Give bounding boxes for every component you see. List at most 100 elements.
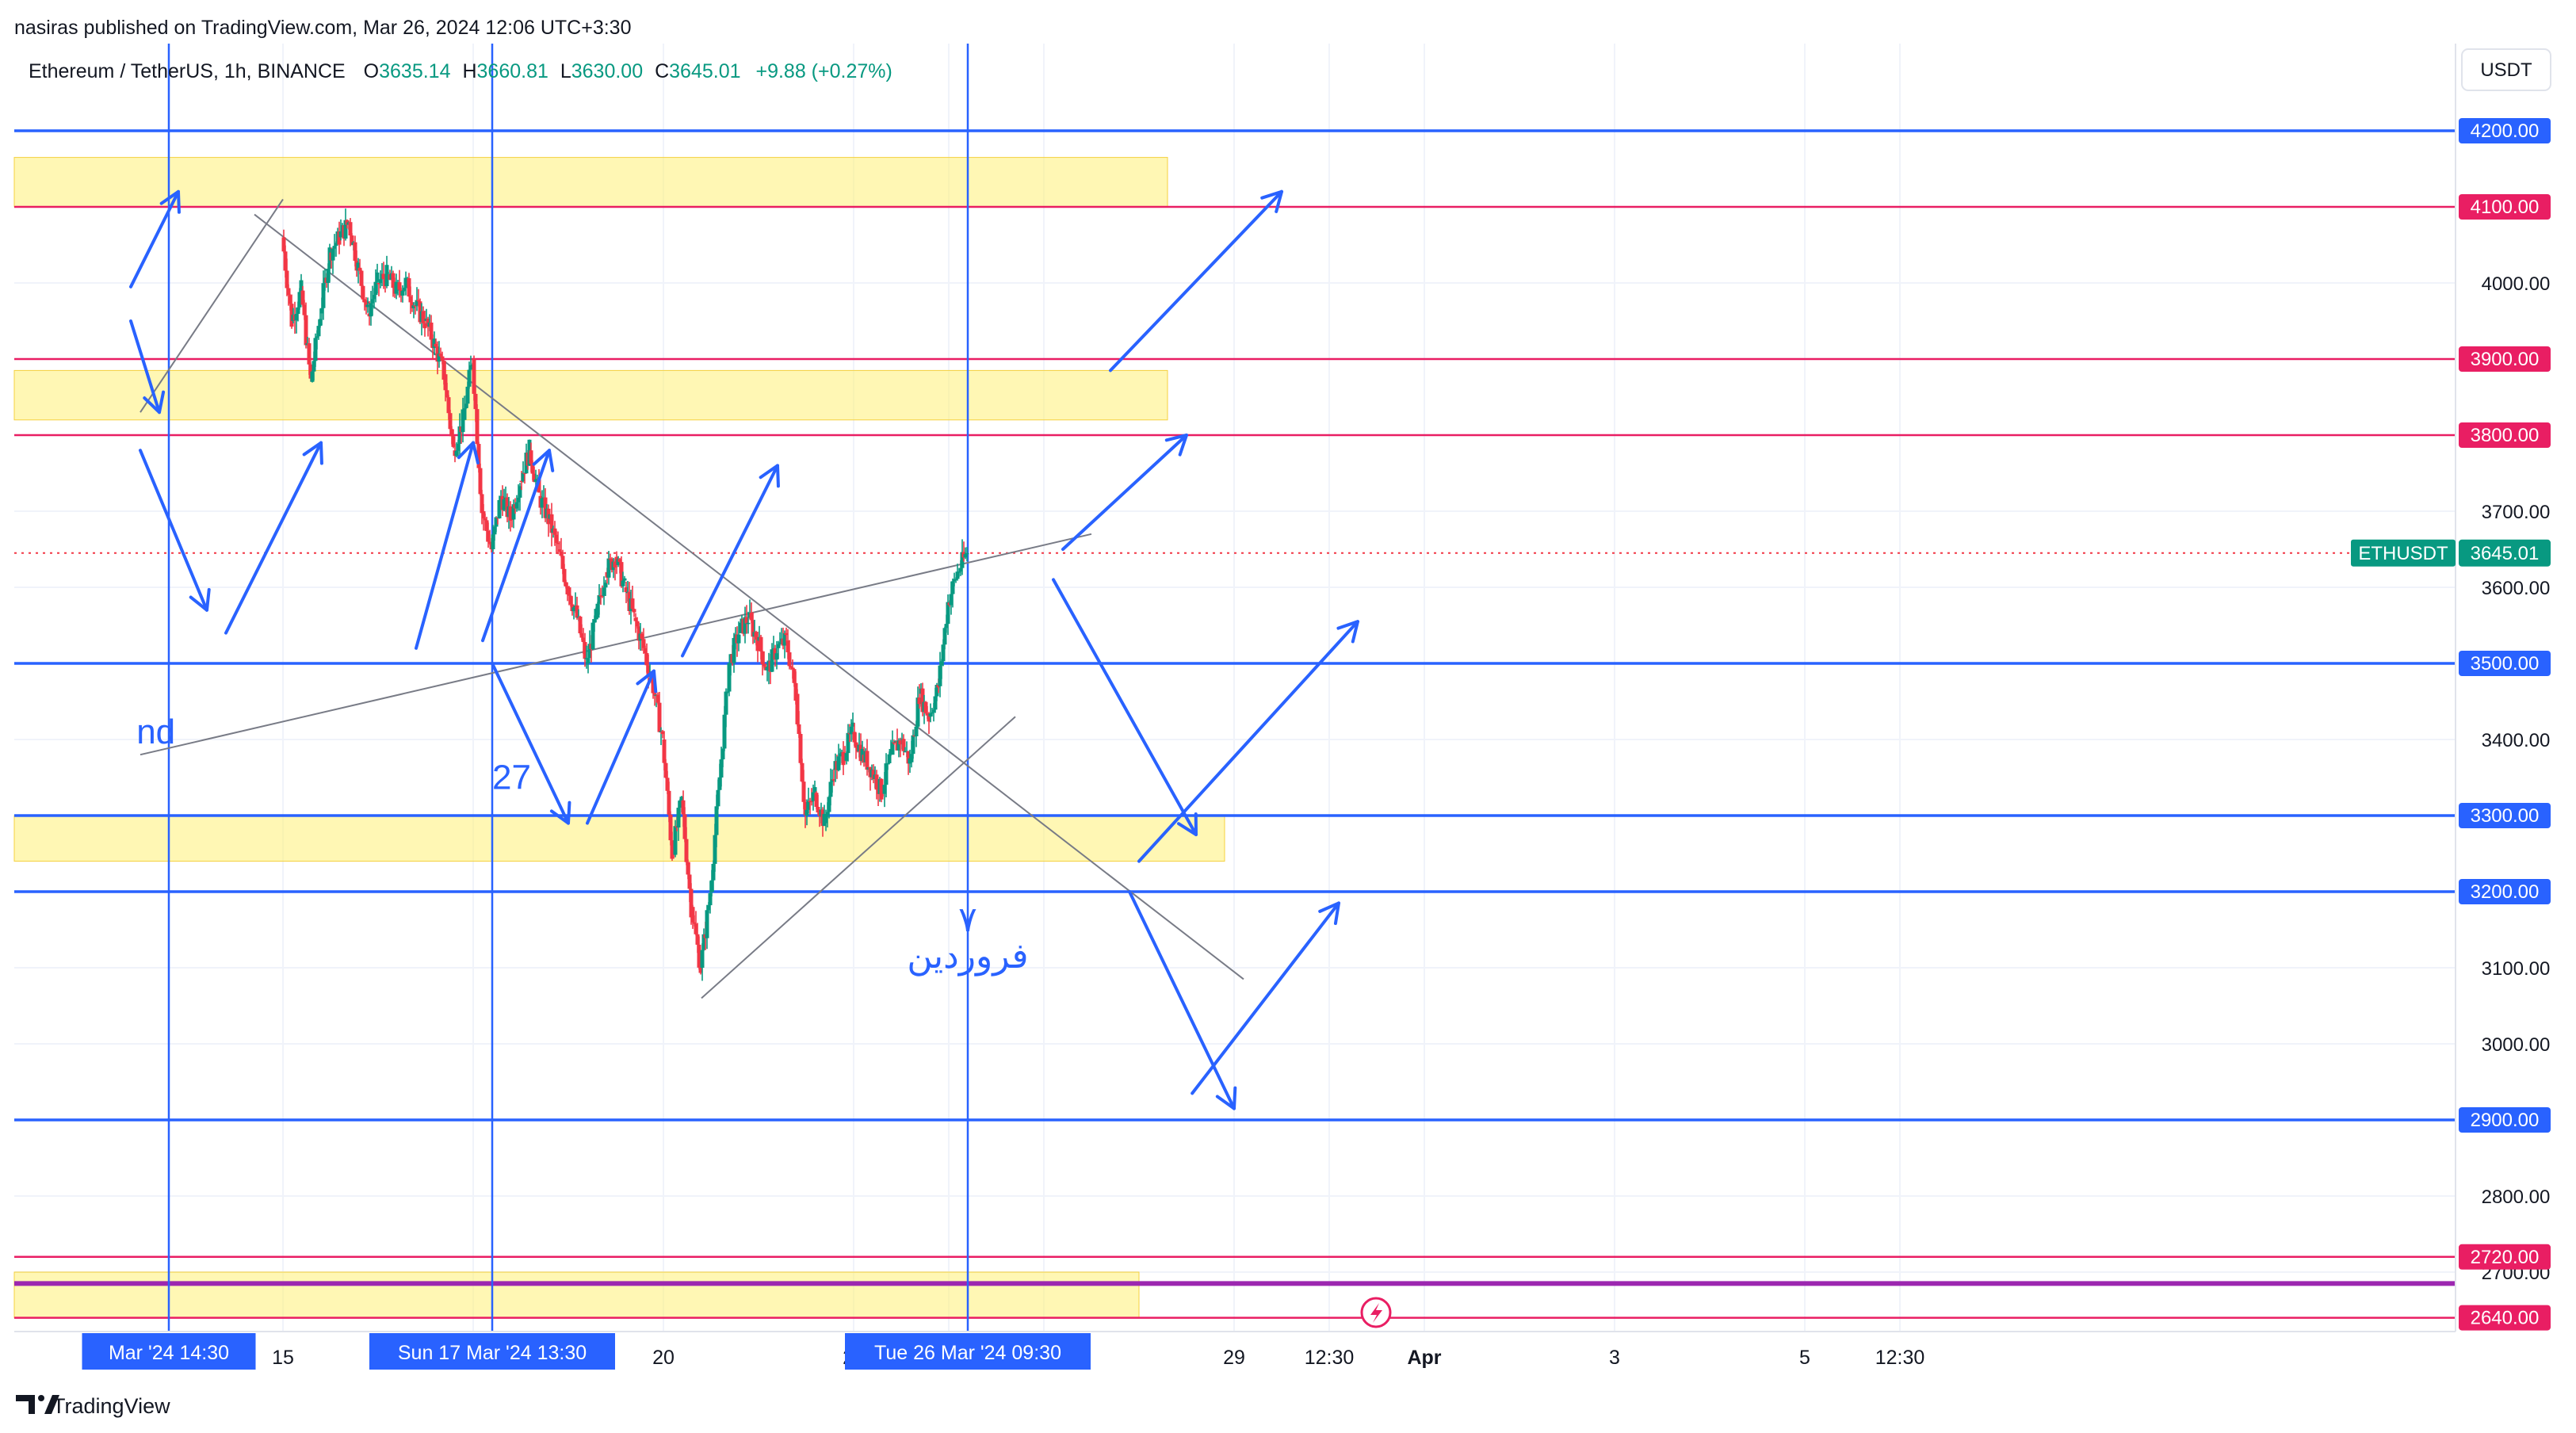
candle-body	[297, 292, 302, 308]
candle-body	[557, 549, 562, 552]
candle-body	[559, 551, 564, 556]
candle-body	[789, 666, 793, 668]
arrow-head	[1215, 1086, 1237, 1110]
candle-body	[762, 664, 766, 667]
candle-body	[744, 617, 749, 624]
candle-body	[502, 499, 506, 510]
candle-body	[774, 653, 779, 660]
candle-body	[617, 559, 622, 563]
candle-body	[590, 622, 595, 650]
candle-body	[801, 781, 806, 802]
candle-body	[684, 839, 689, 862]
price-tick-label: 3400.00	[2482, 730, 2551, 751]
candle-body	[416, 300, 421, 302]
currency-button[interactable]	[2461, 48, 2551, 91]
candle-body	[473, 393, 478, 410]
candle-body	[852, 732, 857, 743]
candle-body	[636, 626, 641, 641]
candle-body	[583, 642, 587, 659]
candle-body	[759, 636, 763, 652]
candle-body	[838, 753, 843, 757]
candle-body	[716, 789, 720, 807]
price-tag-box	[2459, 1305, 2551, 1331]
supply-demand-zone	[13, 815, 1225, 862]
symbol-tag-box	[2351, 539, 2456, 567]
price-tick-label: 4000.00	[2482, 273, 2551, 295]
close-label: C	[655, 60, 669, 82]
candle-body	[944, 624, 949, 629]
time-tick-label: 29	[1223, 1347, 1245, 1369]
candle-body	[646, 665, 651, 676]
time-tick-label: 12:30	[1875, 1347, 1925, 1369]
candle-body	[421, 311, 426, 323]
candle-body	[465, 386, 470, 404]
candle-body	[784, 632, 789, 636]
arrow-head	[549, 801, 571, 825]
vertical-markers	[167, 44, 969, 1332]
price-tick-label: 3700.00	[2482, 502, 2551, 523]
arrow-head	[302, 441, 323, 465]
chart-annotation: ۷	[958, 900, 977, 939]
candle-body	[457, 426, 462, 445]
candle-body	[939, 661, 944, 666]
arrow-head	[1318, 901, 1340, 926]
candle-body	[682, 814, 687, 839]
candle-body	[343, 220, 348, 239]
candle-body	[949, 594, 954, 606]
candle-body	[692, 922, 697, 924]
candle-body	[369, 303, 373, 317]
candle-body	[552, 528, 557, 535]
candle-body	[938, 665, 942, 686]
price-tick-label: 3100.00	[2482, 958, 2551, 980]
candle-body	[633, 617, 638, 621]
candle-body	[920, 688, 925, 713]
candle-body	[486, 530, 491, 542]
candle-body	[338, 231, 343, 238]
candle-body	[578, 616, 583, 634]
candle-body	[519, 480, 524, 483]
candle-body	[836, 756, 841, 770]
candle-body	[679, 797, 684, 801]
candle-body	[302, 304, 307, 315]
tv-logo-dot	[38, 1395, 44, 1401]
candle-body	[928, 713, 933, 717]
arrow-head	[189, 587, 211, 612]
candle-body	[738, 623, 743, 633]
trend-line	[140, 533, 1092, 756]
price-tick-label: 2800.00	[2482, 1187, 2551, 1208]
candle-body	[678, 800, 682, 808]
candle-body	[798, 733, 803, 763]
candle-body	[316, 326, 321, 337]
candle-body	[353, 242, 357, 262]
forecast-arrow	[491, 662, 570, 825]
candle-body	[890, 742, 895, 755]
price-tag-label: 3300.00	[2471, 805, 2540, 827]
candle-body	[359, 270, 364, 286]
candle-body	[326, 269, 331, 283]
candle-body	[350, 235, 354, 246]
tradingview-wordmark: TradingView	[52, 1394, 170, 1418]
candle-body	[805, 809, 809, 816]
candle-body	[310, 371, 315, 382]
candle-body	[437, 353, 441, 362]
time-marker-label: Mar '24 14:30	[109, 1342, 229, 1364]
candle-body	[619, 562, 624, 587]
candle-body	[662, 739, 667, 763]
candle-body	[487, 541, 492, 545]
candle-body	[714, 806, 719, 835]
candle-body	[676, 808, 681, 828]
price-tag-box	[2459, 879, 2551, 904]
candle-body	[846, 732, 850, 754]
candle-body	[543, 497, 548, 518]
candle-body	[812, 787, 817, 793]
candle-body	[411, 305, 416, 308]
publisher-line: nasiras published on TradingView.com, Ma…	[14, 17, 631, 39]
candle-body	[446, 397, 451, 414]
candle-body	[874, 774, 879, 790]
arrow-head	[457, 441, 480, 464]
candle-body	[790, 667, 795, 670]
candle-body	[480, 494, 484, 514]
candle-body	[825, 812, 830, 815]
candle-body	[532, 473, 537, 482]
